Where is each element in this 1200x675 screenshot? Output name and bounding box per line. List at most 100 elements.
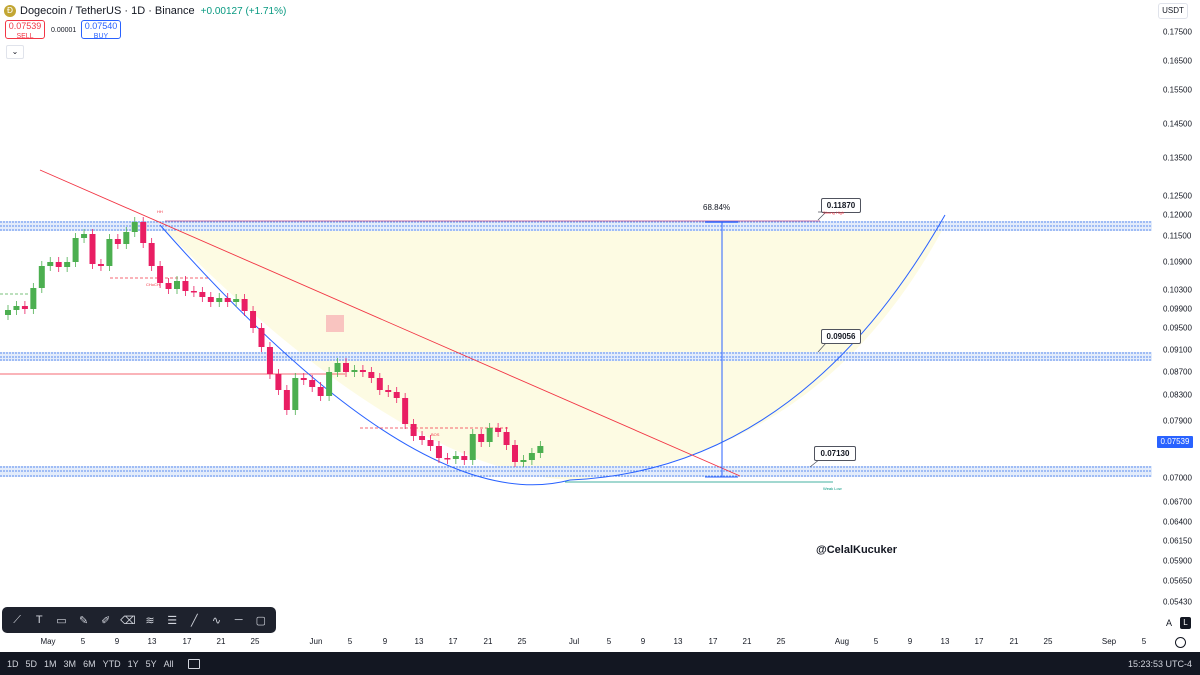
price-tick: 0.12000 <box>1163 210 1192 220</box>
range-1d[interactable]: 1D <box>7 658 19 669</box>
level-low-label: 0.07130 <box>814 446 856 461</box>
rectangle-icon[interactable]: ▢ <box>255 614 266 627</box>
price-tick: 0.14500 <box>1163 119 1192 129</box>
bos-label: BOS <box>431 432 440 437</box>
candle <box>292 378 299 410</box>
settings-gear-icon[interactable] <box>1175 637 1186 648</box>
candle <box>47 262 54 266</box>
price-tick: 0.06400 <box>1163 517 1192 527</box>
cup-curve <box>159 214 946 486</box>
drawing-toolbar: ⟋ T ▭ ✎ ✐ ⌫ ≋ ☰ ╱ ∿ ─ ▢ <box>2 607 276 633</box>
note-icon[interactable]: ▭ <box>56 614 67 627</box>
time-tick: 17 <box>448 637 458 646</box>
range-5d[interactable]: 5D <box>25 658 38 669</box>
buy-button[interactable]: 0.07540 BUY <box>81 20 121 40</box>
currency-selector[interactable]: USDT <box>1158 3 1188 19</box>
candle <box>537 446 544 453</box>
fib-icon[interactable]: ☰ <box>167 614 178 627</box>
candle <box>317 387 324 396</box>
price-tick: 0.07900 <box>1163 416 1192 426</box>
eraser-icon[interactable]: ⌫ <box>120 614 136 627</box>
range-all[interactable]: All <box>163 658 174 669</box>
collapse-chevron-icon[interactable]: ⌄ <box>6 45 24 59</box>
time-tick: 21 <box>742 637 752 646</box>
range-5y[interactable]: 5Y <box>145 658 157 669</box>
time-tick: 5 <box>1141 637 1147 646</box>
candle <box>368 372 375 378</box>
price-tick: 0.09900 <box>1163 304 1192 314</box>
time-tick: Sep <box>1101 637 1117 646</box>
sell-price: 0.07539 <box>8 21 42 31</box>
candle <box>512 445 518 462</box>
chart-canvas[interactable] <box>0 0 1152 632</box>
sell-button[interactable]: 0.07539 SELL <box>5 20 45 40</box>
candle <box>81 234 88 238</box>
spread-value: 0.00001 <box>51 27 77 34</box>
polyline-icon[interactable]: ≋ <box>145 614 155 627</box>
candle <box>114 239 121 244</box>
price-tick: 0.08700 <box>1163 367 1192 377</box>
highlighter-icon[interactable]: ✐ <box>101 614 111 627</box>
candle <box>461 456 468 460</box>
time-tick: Aug <box>834 637 850 646</box>
candle <box>157 266 164 283</box>
time-tick: 17 <box>708 637 718 646</box>
text-icon[interactable]: T <box>35 614 43 626</box>
time-tick: 17 <box>974 637 984 646</box>
range-1y[interactable]: 1Y <box>127 658 139 669</box>
candle <box>385 390 392 392</box>
candle <box>64 262 71 267</box>
path-icon[interactable]: ∿ <box>211 614 222 627</box>
time-tick: 25 <box>1043 637 1053 646</box>
brush-icon[interactable]: ✎ <box>78 614 89 627</box>
price-tick: 0.12500 <box>1163 191 1192 201</box>
buy-label: BUY <box>93 33 109 40</box>
price-tick: 0.08300 <box>1163 390 1192 400</box>
candle <box>427 440 434 446</box>
candle <box>326 372 333 396</box>
candle <box>30 288 37 309</box>
calendar-icon[interactable] <box>187 658 200 669</box>
range-6m[interactable]: 6M <box>83 658 96 669</box>
price-tick: 0.09100 <box>1163 345 1192 355</box>
current-price-tag: 0.07539 <box>1157 436 1193 448</box>
candle <box>444 458 451 460</box>
time-tick: 13 <box>673 637 683 646</box>
candle <box>452 456 459 459</box>
candle <box>486 428 493 442</box>
candle <box>190 291 197 293</box>
bottom-bar: 1D 5D 1M 3M 6M YTD 1Y 5Y All 15:23:53 UTC-4 <box>0 652 1200 675</box>
candle <box>258 328 265 347</box>
range-3m[interactable]: 3M <box>63 658 77 669</box>
candle <box>351 370 358 372</box>
candle <box>241 299 248 311</box>
range-ytd[interactable]: YTD <box>102 658 121 669</box>
candle <box>165 283 172 289</box>
candle <box>520 460 527 462</box>
time-tick: 13 <box>414 637 424 646</box>
time-tick: 13 <box>147 637 157 646</box>
candle <box>309 380 316 387</box>
trendline-icon[interactable]: ⟋ <box>13 613 21 626</box>
price-tick: 0.06700 <box>1163 497 1192 507</box>
price-tick: 0.10900 <box>1163 257 1192 267</box>
candle <box>410 424 417 436</box>
author-watermark: @CelalKucuker <box>816 544 898 556</box>
auto-scale-toggle[interactable]: A <box>1166 618 1173 628</box>
price-tick: 0.05900 <box>1163 556 1192 566</box>
candle <box>503 432 510 445</box>
line-icon[interactable]: ╱ <box>191 614 198 627</box>
hh-label: HH <box>157 209 163 214</box>
clock: 15:23:53 UTC-4 <box>1127 658 1192 669</box>
range-1m[interactable]: 1M <box>44 658 57 669</box>
log-scale-toggle[interactable]: L <box>1180 617 1191 629</box>
candle <box>393 392 400 398</box>
horizontal-line-icon[interactable]: ─ <box>234 614 243 626</box>
candle <box>300 378 307 380</box>
candle <box>528 453 535 460</box>
candle <box>233 299 240 302</box>
candle <box>13 306 20 310</box>
time-tick: 5 <box>606 637 612 646</box>
time-tick: May <box>40 637 56 646</box>
symbol-title[interactable]: Dogecoin / TetherUS · 1D · Binance <box>20 5 195 17</box>
